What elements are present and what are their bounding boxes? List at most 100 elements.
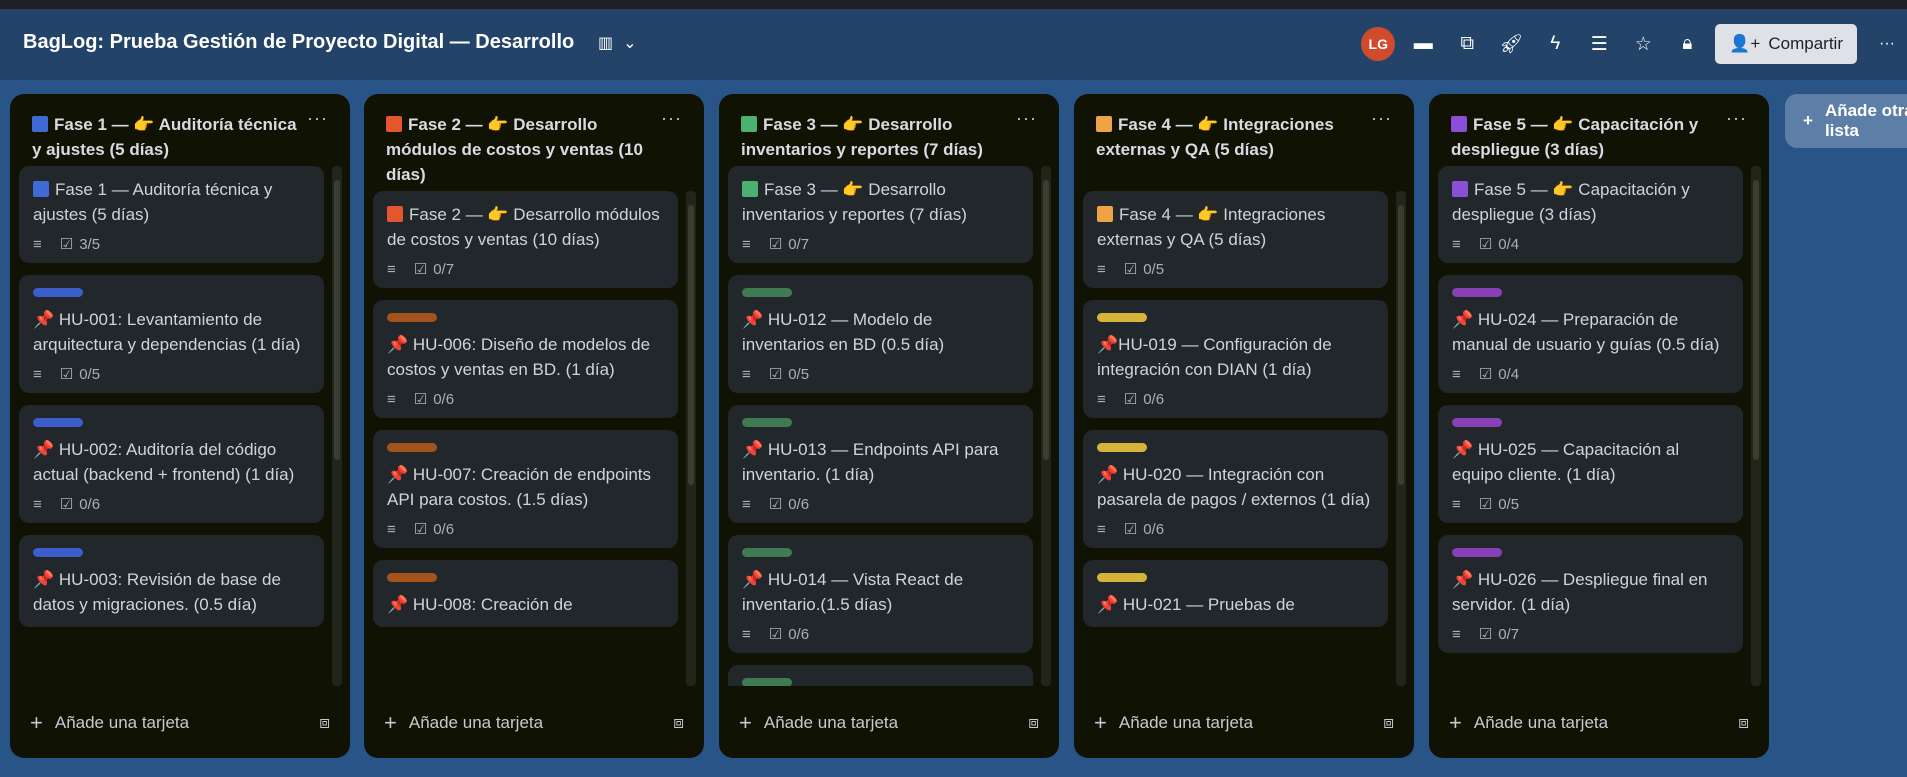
- card-label[interactable]: [1452, 548, 1502, 557]
- card[interactable]: Fase 4 — 👉 Integraciones externas y QA (…: [1083, 191, 1388, 288]
- card[interactable]: 📌 HU-012 — Modelo de inventarios en BD (…: [728, 275, 1033, 393]
- checklist-badge: ☑ 0/4: [1479, 235, 1519, 254]
- scrollbar[interactable]: [686, 191, 696, 686]
- card[interactable]: 📌 HU-001: Levantamiento de arquitectura …: [19, 275, 324, 393]
- scrollbar-thumb[interactable]: [1043, 180, 1049, 460]
- checkbox-icon: ☑: [768, 366, 783, 383]
- list-menu-icon[interactable]: ···: [1371, 108, 1392, 128]
- add-card-button[interactable]: + Añade una tarjeta: [1094, 710, 1253, 736]
- plus-icon: +: [384, 710, 397, 735]
- list-menu-icon[interactable]: ···: [1726, 108, 1747, 128]
- scrollbar[interactable]: [332, 166, 342, 686]
- list-menu-icon[interactable]: ···: [307, 108, 328, 128]
- card[interactable]: 📌 HU-007: Creación de endpoints API para…: [373, 430, 678, 548]
- card-label[interactable]: [387, 313, 437, 322]
- card[interactable]: 📌 HU-006: Diseño de modelos de costos y …: [373, 300, 678, 418]
- checkbox-icon: ☑: [1478, 366, 1493, 383]
- card[interactable]: 📌 HU-024 — Preparación de manual de usua…: [1438, 275, 1743, 393]
- scrollbar-thumb[interactable]: [334, 180, 340, 460]
- checklist-badge: ☑ 3/5: [60, 235, 100, 254]
- avatar[interactable]: LG: [1361, 27, 1396, 61]
- card-label[interactable]: [742, 288, 792, 297]
- add-card-button[interactable]: + Añade una tarjeta: [1449, 710, 1608, 736]
- view-switcher[interactable]: ▥ ⌄: [598, 33, 637, 53]
- card[interactable]: 📌 HU-008: Creación de: [373, 560, 678, 627]
- add-list-label: Añade otra lista: [1824, 101, 1907, 140]
- list-title[interactable]: Fase 4 — 👉 Integraciones externas y QA (…: [1096, 112, 1366, 162]
- more-menu-icon[interactable]: ···: [1879, 35, 1895, 52]
- lock-icon[interactable]: 🔒︎: [1682, 33, 1693, 54]
- checklist-count: 0/5: [1143, 260, 1165, 278]
- filter-icon[interactable]: ☰: [1590, 33, 1608, 55]
- template-icon[interactable]: ⧈: [319, 713, 330, 732]
- add-card-button[interactable]: + Añade una tarjeta: [30, 710, 189, 736]
- add-card-label: Añade una tarjeta: [1473, 713, 1609, 732]
- card-label[interactable]: [742, 548, 792, 557]
- scrollbar[interactable]: [1041, 166, 1051, 686]
- template-icon[interactable]: ⧈: [1028, 713, 1039, 732]
- card-label[interactable]: [33, 548, 83, 557]
- scrollbar-thumb[interactable]: [1753, 180, 1759, 460]
- card[interactable]: 📌 HU-025 — Capacitación al equipo client…: [1438, 405, 1743, 523]
- list-title-text: Fase 3 — 👉 Desarrollo inventarios y repo…: [741, 115, 983, 159]
- scrollbar[interactable]: [1751, 166, 1761, 686]
- list-title[interactable]: Fase 1 — 👉 Auditoría técnica y ajustes (…: [32, 112, 302, 162]
- share-button[interactable]: 👤+ Compartir: [1715, 24, 1857, 64]
- card[interactable]: 📌 HU-002: Auditoría del código actual (b…: [19, 405, 324, 523]
- card[interactable]: Fase 3 — 👉 Desarrollo inventarios y repo…: [728, 166, 1033, 263]
- checkbox-icon: ☑: [413, 261, 428, 278]
- card-title: 📌 HU-007: Creación de endpoints API para…: [387, 462, 664, 512]
- card-label[interactable]: [1452, 288, 1502, 297]
- checklist-count: 0/4: [1498, 365, 1520, 383]
- card-label[interactable]: [387, 443, 437, 452]
- card[interactable]: 📌 HU-003: Revisión de base de datos y mi…: [19, 535, 324, 627]
- rocket-icon[interactable]: 🚀︎: [1499, 34, 1524, 55]
- card[interactable]: [728, 665, 1033, 686]
- card-label[interactable]: [742, 418, 792, 427]
- card-label[interactable]: [1097, 443, 1147, 452]
- card[interactable]: 📌 HU-020 — Integración con pasarela de p…: [1083, 430, 1388, 548]
- card-title: 📌 HU-001: Levantamiento de arquitectura …: [33, 307, 310, 357]
- list-title[interactable]: Fase 3 — 👉 Desarrollo inventarios y repo…: [741, 112, 1011, 162]
- template-icon[interactable]: ⧈: [673, 713, 684, 732]
- template-icon[interactable]: ⧈: [1383, 713, 1394, 732]
- list-menu-icon[interactable]: ···: [1016, 108, 1037, 128]
- card[interactable]: 📌 HU-013 — Endpoints API para inventario…: [728, 405, 1033, 523]
- card[interactable]: Fase 2 — 👉 Desarrollo módulos de costos …: [373, 191, 678, 288]
- template-icon[interactable]: ⧈: [1738, 713, 1749, 732]
- add-card-button[interactable]: + Añade una tarjeta: [739, 710, 898, 736]
- checklist-badge: ☑ 0/6: [1124, 390, 1164, 409]
- card-label[interactable]: [33, 288, 83, 297]
- board-title[interactable]: BagLog: Prueba Gestión de Proyecto Digit…: [23, 31, 575, 53]
- card[interactable]: 📌 HU-026 — Despliegue final en servidor.…: [1438, 535, 1743, 653]
- card[interactable]: Fase 1 — Auditoría técnica y ajustes (5 …: [19, 166, 324, 263]
- card-title-text: Fase 5 — 👉 Capacitación y despliegue (3 …: [1452, 180, 1690, 224]
- list-title[interactable]: Fase 5 — 👉 Capacitación y despliegue (3 …: [1451, 112, 1721, 162]
- power-ups-icon[interactable]: ⧉: [1460, 33, 1475, 54]
- card-label[interactable]: [1452, 418, 1502, 427]
- list-menu-icon[interactable]: ···: [661, 108, 682, 128]
- list-title[interactable]: Fase 2 — 👉 Desarrollo módulos de costos …: [386, 112, 656, 187]
- card-title-text: 📌 HU-006: Diseño de modelos de costos y …: [387, 335, 651, 379]
- list-column: Fase 2 — 👉 Desarrollo módulos de costos …: [364, 94, 704, 758]
- star-icon[interactable]: ☆: [1634, 33, 1652, 55]
- card-label[interactable]: [387, 573, 437, 582]
- card[interactable]: 📌 HU-021 — Pruebas de: [1083, 560, 1388, 627]
- description-icon: ≡: [1452, 365, 1461, 383]
- add-list-button[interactable]: + Añade otra lista: [1785, 94, 1907, 148]
- card-label[interactable]: [1097, 573, 1147, 582]
- scrollbar-thumb[interactable]: [688, 205, 694, 485]
- card[interactable]: 📌HU-019 — Configuración de integración c…: [1083, 300, 1388, 418]
- card[interactable]: Fase 5 — 👉 Capacitación y despliegue (3 …: [1438, 166, 1743, 263]
- scrollbar-thumb[interactable]: [1398, 205, 1404, 485]
- add-card-button[interactable]: + Añade una tarjeta: [384, 710, 543, 736]
- checkbox-icon: ☑: [1123, 261, 1138, 278]
- card-badges: ≡ ☑ 0/5: [33, 365, 310, 384]
- automation-icon[interactable]: ϟ: [1550, 33, 1561, 54]
- card-label[interactable]: [742, 678, 792, 686]
- panel-icon[interactable]: ▬: [1413, 33, 1433, 54]
- scrollbar[interactable]: [1396, 191, 1406, 686]
- card-label[interactable]: [1097, 313, 1147, 322]
- card[interactable]: 📌 HU-014 — Vista React de inventario.(1.…: [728, 535, 1033, 653]
- card-label[interactable]: [33, 418, 83, 427]
